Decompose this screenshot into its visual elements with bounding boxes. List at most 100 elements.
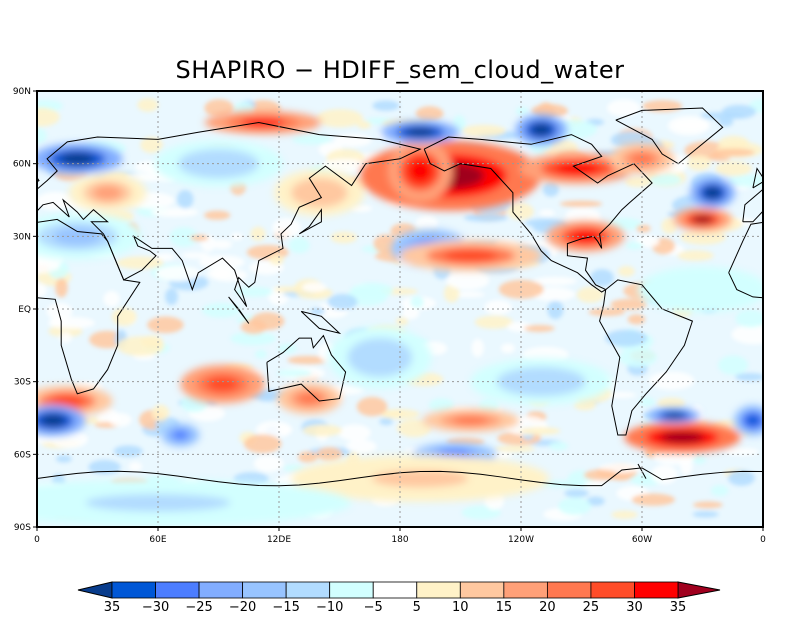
- colorbar-swatch: [285, 581, 331, 599]
- colorbar-label: 10: [452, 600, 469, 615]
- colorbar-swatch: [372, 581, 418, 599]
- field-texture-cell: [677, 250, 714, 261]
- colorbar-label: 35: [670, 600, 687, 615]
- field-anomaly: [50, 395, 85, 407]
- field-anomaly: [93, 185, 123, 200]
- field-texture-cell: [401, 306, 420, 320]
- colorbar-swatch: [503, 581, 548, 599]
- field-texture-cell: [302, 282, 327, 293]
- field-texture-cell: [128, 461, 143, 472]
- field-texture-cell: [204, 210, 231, 220]
- coastline: [615, 107, 724, 165]
- field-texture-cell: [590, 269, 614, 287]
- field-texture-cell: [37, 107, 60, 127]
- field-texture-cell: [532, 276, 578, 286]
- field-texture-cell: [452, 291, 485, 298]
- field-texture-cell: [627, 314, 646, 325]
- x-tick-label: 12DE: [267, 535, 291, 545]
- colorbar-label: −25: [185, 600, 212, 615]
- field-texture-cell: [254, 349, 268, 359]
- field-texture-cell: [718, 355, 749, 375]
- field-texture-cell: [693, 455, 706, 465]
- field-texture-cell: [462, 124, 506, 137]
- field-texture-cell: [619, 347, 657, 368]
- field-texture-cell: [151, 404, 170, 421]
- field-texture-cell: [338, 424, 371, 441]
- field-texture-cell: [287, 355, 329, 365]
- y-tick-label: 60N: [13, 160, 31, 170]
- coastline: [300, 310, 342, 335]
- field-texture-cell: [165, 288, 178, 306]
- colorbar-label: −15: [272, 600, 299, 615]
- field-anomaly: [371, 469, 469, 488]
- colorbar-swatch: [329, 581, 374, 599]
- field-texture-cell: [274, 286, 302, 293]
- x-tick-label: 60E: [149, 535, 166, 545]
- field-texture-cell: [55, 455, 72, 463]
- field-texture-cell: [446, 271, 490, 290]
- field-texture-cell: [484, 299, 512, 315]
- field-texture-cell: [539, 209, 555, 217]
- x-tick-label: 60W: [632, 535, 652, 545]
- field-texture-cell: [379, 417, 393, 426]
- y-tick-label: 30N: [13, 232, 31, 242]
- field-texture-cell: [410, 296, 424, 308]
- field-texture-cell: [474, 315, 514, 329]
- field-texture-cell: [137, 98, 159, 112]
- field-texture-cell: [283, 464, 304, 472]
- field-texture-cell: [650, 464, 678, 485]
- field-texture-cell: [333, 133, 372, 147]
- colorbar-label: −20: [229, 600, 256, 615]
- field-texture-cell: [638, 397, 656, 407]
- colorbar-label: 25: [583, 600, 600, 615]
- field-texture-cell: [727, 174, 763, 188]
- field-anomaly: [664, 412, 684, 419]
- field-texture-cell: [230, 331, 276, 346]
- field-anomaly: [360, 345, 400, 370]
- field-texture-cell: [611, 510, 638, 520]
- field-texture-cell: [735, 309, 763, 328]
- field-texture-cell: [155, 265, 201, 282]
- field-texture-cell: [718, 135, 749, 151]
- field-anomaly: [660, 431, 705, 444]
- colorbar-label: 15: [496, 600, 513, 615]
- x-tick-label: 0: [760, 535, 766, 545]
- field-texture-cell: [103, 290, 120, 308]
- field-texture-cell: [327, 293, 358, 310]
- field-texture-cell: [240, 319, 267, 335]
- field-anomaly: [408, 159, 433, 183]
- colorbar-label: 35: [104, 600, 121, 615]
- field-texture-cell: [48, 316, 96, 329]
- field-anomaly: [629, 153, 655, 165]
- field-anomaly: [531, 123, 551, 136]
- field-anomaly: [41, 414, 66, 427]
- field-texture-cell: [204, 99, 234, 117]
- field-anomaly: [302, 184, 337, 202]
- field-texture-cell: [37, 435, 59, 444]
- colorbar-swatch: [459, 581, 505, 599]
- field-anomaly: [678, 280, 727, 299]
- field-anomaly: [297, 392, 322, 405]
- field-texture-cell: [415, 215, 439, 232]
- field-anomaly: [405, 127, 435, 137]
- field-texture-cell: [116, 256, 164, 270]
- x-tick-label: 180: [391, 535, 408, 545]
- field-anomaly: [691, 215, 714, 224]
- field-texture-cell: [715, 161, 752, 177]
- field-texture-cell: [713, 148, 755, 157]
- field-texture-cell: [345, 439, 377, 454]
- coastline: [752, 167, 763, 189]
- field-texture-cell: [471, 338, 484, 358]
- field-texture-cell: [498, 279, 544, 299]
- y-tick-label: 90N: [13, 87, 31, 97]
- field-texture-cell: [155, 253, 175, 261]
- field-texture-cell: [618, 265, 635, 277]
- x-tick-label: 0: [34, 535, 40, 545]
- field-texture-cell: [547, 300, 564, 320]
- field-texture-cell: [493, 445, 536, 453]
- field-texture-cell: [181, 252, 210, 259]
- field-texture-cell: [396, 419, 432, 438]
- colorbar-label: −30: [142, 600, 169, 615]
- colorbar-label: 20: [539, 600, 556, 615]
